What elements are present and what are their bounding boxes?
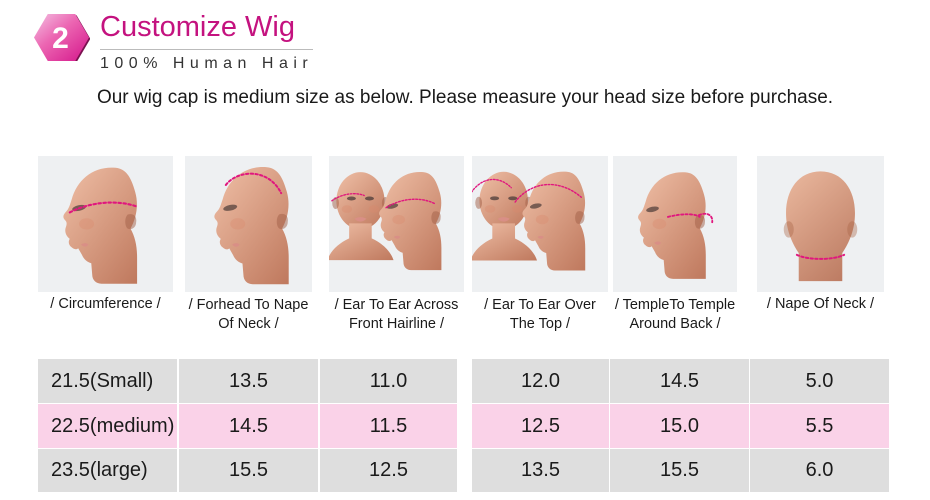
svg-text:2: 2 <box>52 22 69 55</box>
